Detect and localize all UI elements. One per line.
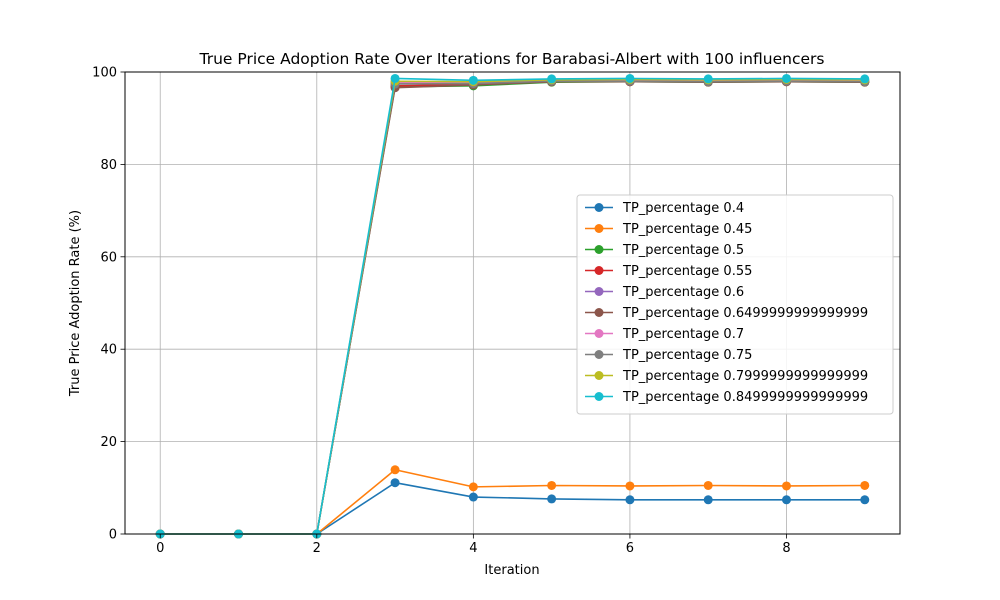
y-tick-label: 20: [100, 435, 117, 450]
data-point: [390, 73, 400, 83]
chart-title: True Price Adoption Rate Over Iterations…: [199, 50, 825, 68]
data-point: [390, 478, 400, 488]
legend-item: TP_percentage 0.5: [585, 243, 744, 258]
x-tick-label: 0: [156, 541, 164, 556]
y-tick-label: 0: [109, 528, 117, 543]
legend-marker: [594, 266, 604, 275]
x-tick-label: 2: [313, 541, 321, 556]
data-point: [625, 495, 635, 505]
data-point: [547, 480, 557, 490]
legend-marker: [594, 287, 604, 296]
y-tick-label: 60: [100, 250, 117, 265]
y-axis-label: True Price Adoption Rate (%): [68, 210, 83, 397]
data-point: [781, 481, 791, 491]
x-tick-label: 6: [626, 541, 634, 556]
legend-label: TP_percentage 0.4: [622, 201, 744, 216]
legend-item: TP_percentage 0.7999999999999999: [585, 369, 868, 384]
legend-marker: [594, 392, 604, 401]
legend-label: TP_percentage 0.7: [622, 327, 744, 342]
data-point: [468, 482, 478, 492]
data-point: [468, 75, 478, 85]
data-point: [390, 465, 400, 475]
y-tick-label: 100: [92, 66, 117, 81]
legend-label: TP_percentage 0.6499999999999999: [622, 306, 868, 321]
legend-item: TP_percentage 0.6: [585, 285, 744, 300]
plot-frame: [124, 71, 901, 535]
data-point: [703, 74, 713, 84]
data-point: [547, 494, 557, 504]
legend-item: TP_percentage 0.6499999999999999: [585, 306, 868, 321]
data-point: [860, 495, 870, 505]
legend-label: TP_percentage 0.5: [622, 243, 744, 258]
data-point: [860, 480, 870, 490]
data-point: [468, 492, 478, 502]
data-point: [781, 495, 791, 505]
data-point: [625, 73, 635, 83]
x-tick-label: 8: [782, 541, 790, 556]
y-tick-label: 80: [100, 158, 117, 173]
legend-marker: [594, 308, 604, 317]
y-tick-label: 40: [100, 343, 117, 358]
legend: TP_percentage 0.4 TP_percentage 0.45 TP_pe…: [576, 194, 894, 415]
legend-label: TP_percentage 0.45: [622, 222, 752, 237]
legend-marker: [594, 329, 604, 338]
legend-item: TP_percentage 0.55: [585, 264, 752, 279]
legend-box: [576, 194, 894, 415]
data-point: [547, 74, 557, 84]
data-point: [703, 495, 713, 505]
x-axis-label: Iteration: [484, 563, 539, 578]
legend-marker: [594, 224, 604, 233]
legend-marker: [594, 371, 604, 380]
legend-label: TP_percentage 0.75: [622, 348, 752, 363]
legend-label: TP_percentage 0.6: [622, 285, 744, 300]
legend-item: TP_percentage 0.8499999999999999: [585, 390, 868, 405]
legend-item: TP_percentage 0.4: [585, 201, 744, 216]
data-point: [781, 73, 791, 83]
legend-item: TP_percentage 0.45: [585, 222, 752, 237]
data-point: [703, 480, 713, 490]
legend-marker: [594, 203, 604, 212]
legend-item: TP_percentage 0.75: [585, 348, 752, 363]
legend-marker: [594, 245, 604, 254]
legend-label: TP_percentage 0.55: [622, 264, 752, 279]
x-tick-label: 4: [469, 541, 477, 556]
legend-label: TP_percentage 0.7999999999999999: [622, 369, 868, 384]
data-point: [860, 74, 870, 84]
legend-label: TP_percentage 0.8499999999999999: [622, 390, 868, 405]
data-point: [625, 481, 635, 491]
legend-item: TP_percentage 0.7: [585, 327, 744, 342]
legend-marker: [594, 350, 604, 359]
